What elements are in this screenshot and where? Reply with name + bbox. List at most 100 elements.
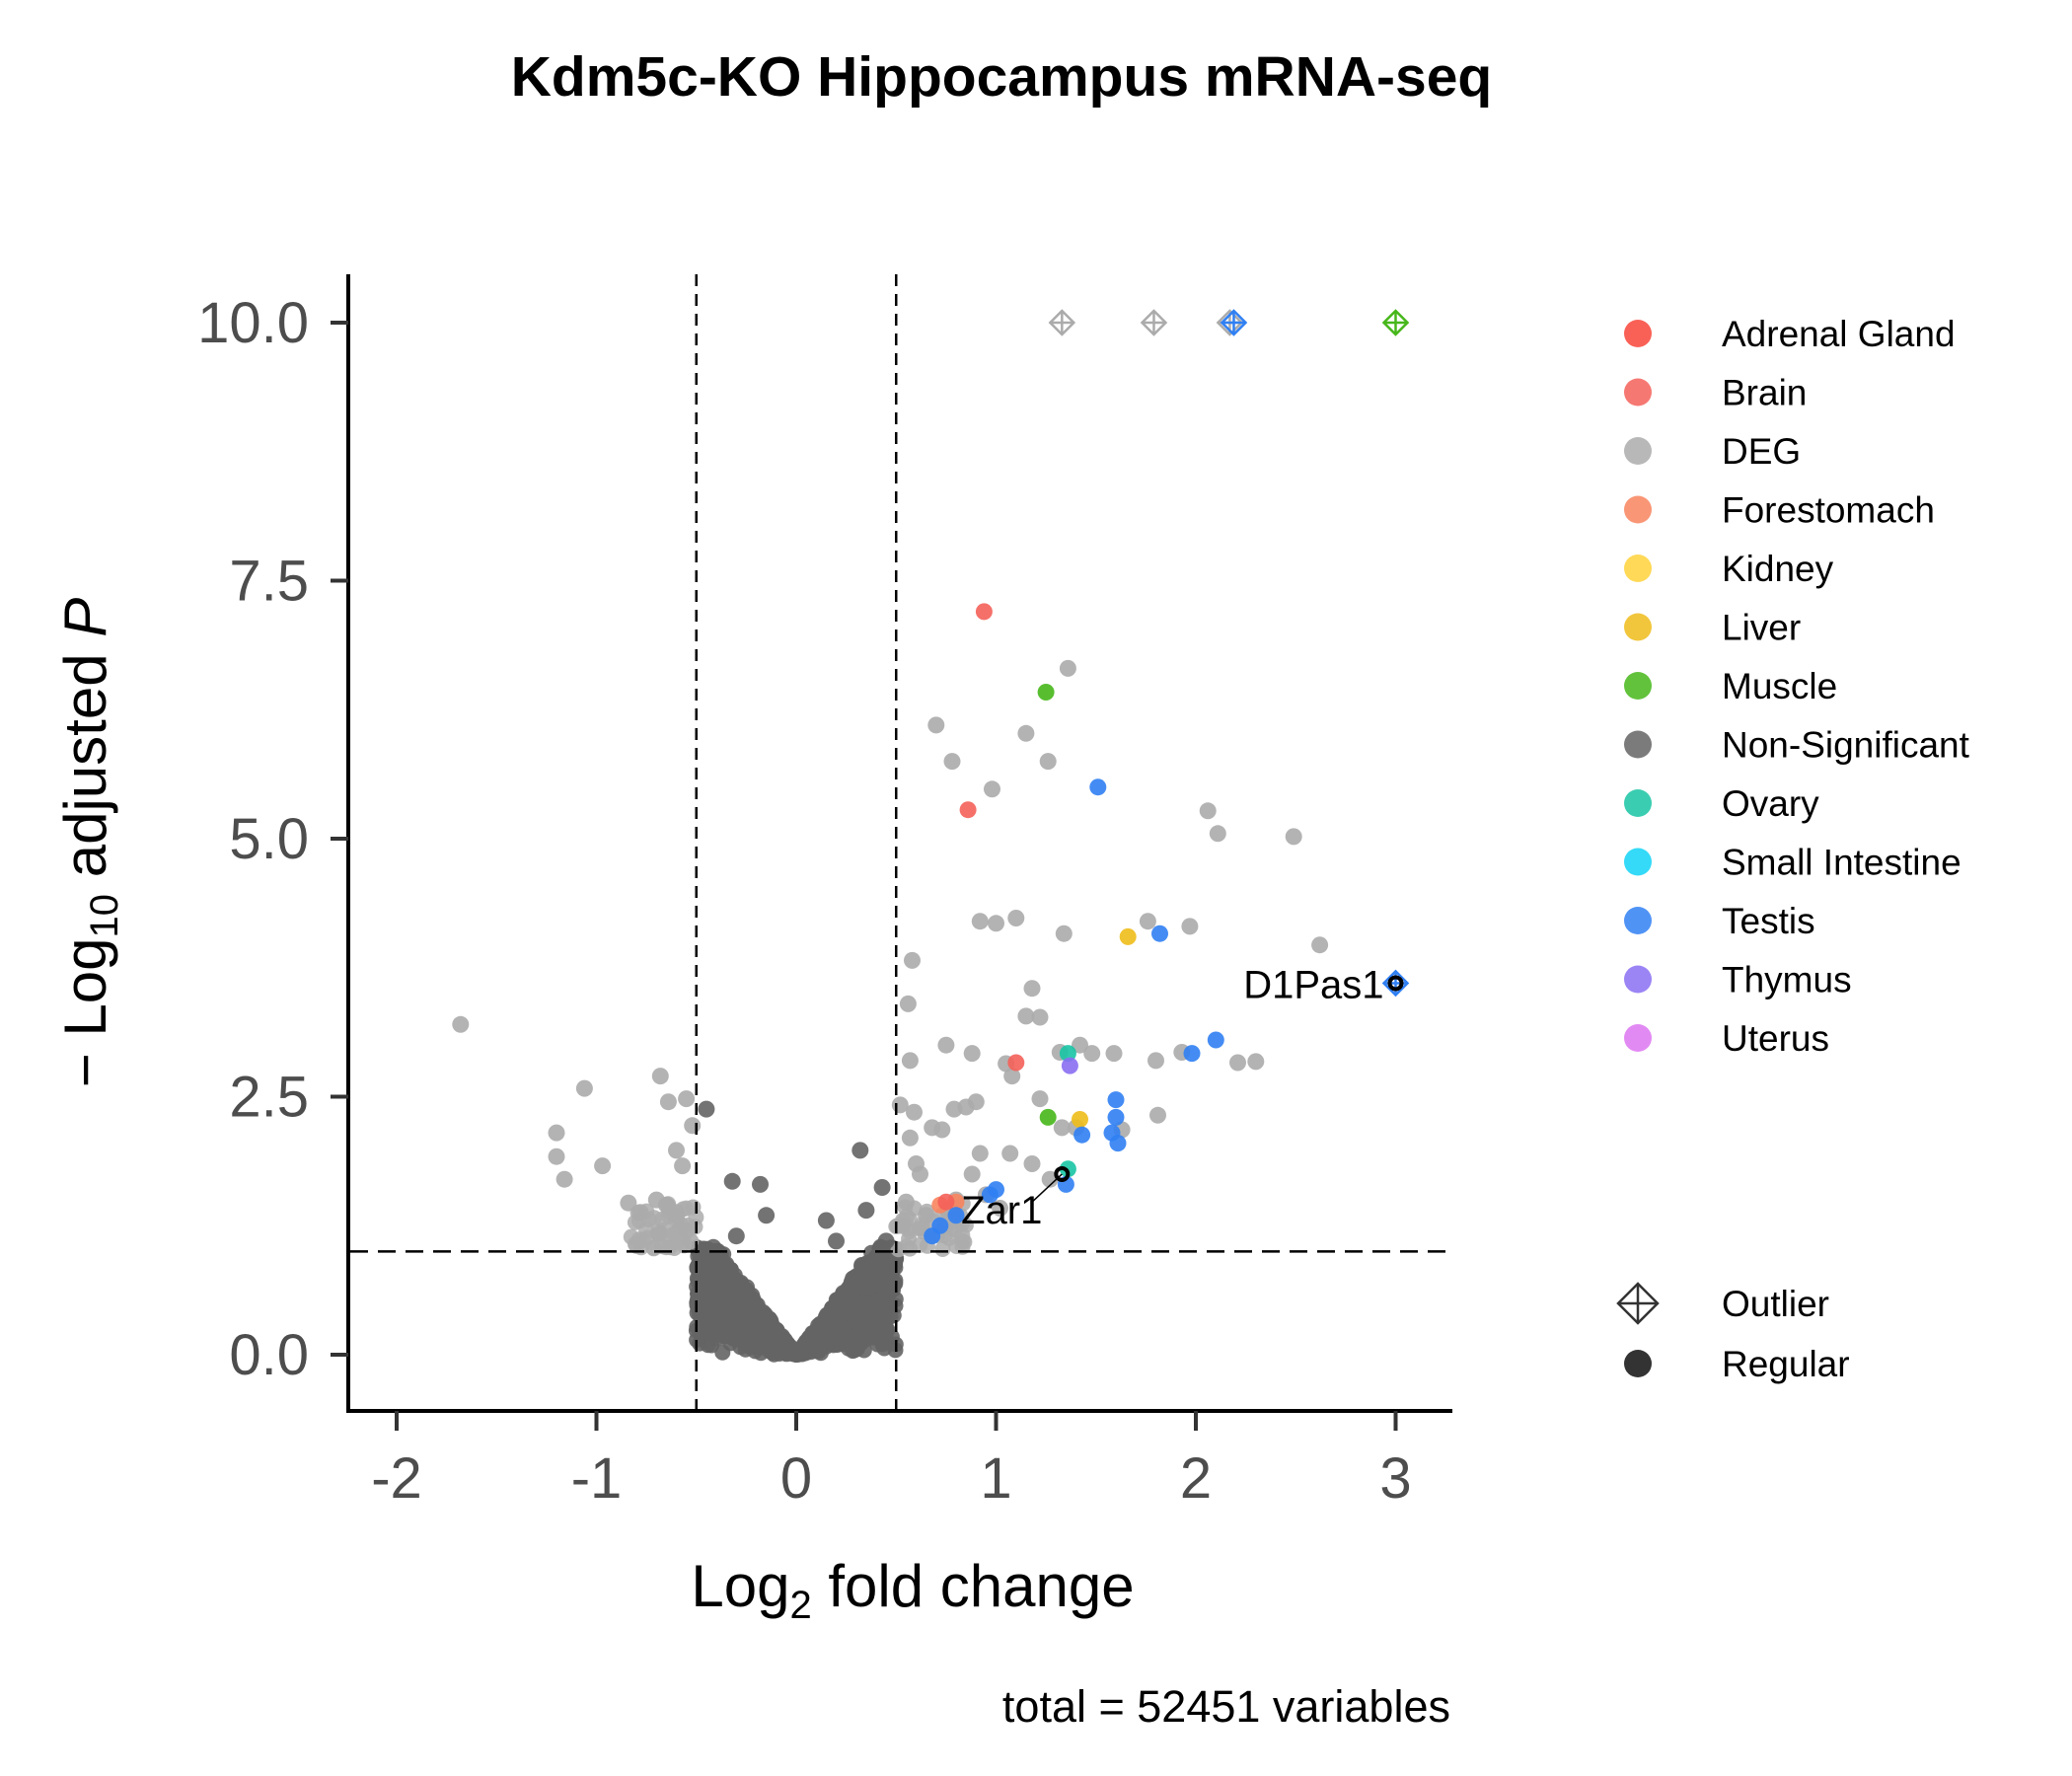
ovary-point (1059, 1045, 1076, 1063)
deg-point (1181, 918, 1199, 935)
outlier-point (1220, 309, 1248, 336)
legend-label: Non-Significant (1722, 725, 1970, 766)
deg-point (1031, 1090, 1049, 1108)
deg-point (452, 1015, 470, 1033)
non-significant-cloud-point (874, 1336, 891, 1353)
non-significant-cloud-point (737, 1341, 754, 1358)
non-significant-cloud-point (825, 1299, 841, 1316)
legend-swatch (1624, 848, 1652, 876)
non-significant-cloud-point (837, 1286, 853, 1302)
legend-label: Liver (1722, 608, 1801, 648)
legend-swatch (1624, 1024, 1652, 1052)
legend-swatch (1624, 672, 1652, 700)
legend-swatch (1624, 320, 1652, 347)
deg-point (1055, 925, 1073, 942)
deg-point (668, 1212, 685, 1229)
deg-point (933, 1121, 951, 1139)
legend-item-non-significant: Non-Significant (1624, 725, 1970, 766)
non-significant-cloud-point (859, 1279, 876, 1295)
shape-legend: Outlier Regular (1616, 1282, 1850, 1384)
deg-point (971, 913, 989, 930)
legend-item-liver: Liver (1624, 608, 1801, 648)
legend-item-deg: DEG (1624, 431, 1801, 472)
threshold-lines (350, 274, 1452, 1411)
legend-swatch (1624, 613, 1652, 641)
non-significant-point (758, 1207, 776, 1224)
deg-point (649, 1224, 667, 1242)
legend-item-muscle: Muscle (1624, 666, 1837, 706)
deg-point (992, 1200, 1008, 1217)
deg-fringe-point (623, 1228, 639, 1245)
non-significant-cloud-point (828, 1330, 845, 1347)
legend-item-uterus: Uterus (1624, 1018, 1829, 1059)
testis-point (1073, 1126, 1091, 1144)
deg-point (1147, 1052, 1164, 1070)
non-significant-cloud-point (690, 1286, 706, 1302)
non-significant-cloud-point (859, 1303, 876, 1320)
y-label-subscript: 10 (83, 894, 126, 938)
deg-point (1229, 1054, 1246, 1072)
deg-point (555, 1170, 573, 1188)
y-tick-label: 5.0 (229, 807, 309, 871)
color-legend: Adrenal Gland Brain DEG Forestomach Kidney Li… (1624, 314, 1970, 1059)
deg-point (1209, 825, 1226, 843)
non-significant-cloud-point (842, 1336, 858, 1353)
deg-point (678, 1090, 696, 1108)
legend-shape-outlier: Outlier (1616, 1282, 1829, 1325)
legend-swatch (1624, 437, 1652, 465)
deg-fringe-point (645, 1240, 662, 1257)
testis-point (1109, 1135, 1127, 1152)
y-tick-label: 10.0 (197, 291, 309, 355)
x-axis-label: Log2 fold change (691, 1553, 1134, 1627)
legend-swatch (1624, 965, 1652, 994)
x-label-rest: fold change (812, 1553, 1135, 1619)
y-axis-ticks: 0.0 2.5 5.0 7.5 10.0 (197, 291, 348, 1387)
deg-point (1247, 1053, 1265, 1071)
deg-point (901, 1052, 919, 1070)
deg-point (1311, 936, 1329, 954)
gene-labels: D1Pas1 Zar1 (961, 963, 1404, 1232)
x-label-base: Log (691, 1553, 789, 1619)
testis-point (1107, 1108, 1125, 1126)
deg-point (927, 716, 945, 734)
non-significant-cloud-point (868, 1293, 885, 1309)
non-significant-point (857, 1202, 875, 1220)
deg-point (682, 1232, 700, 1250)
non-significant-point (851, 1142, 869, 1159)
legend-shape-regular: Regular (1624, 1344, 1850, 1384)
muscle-point (1037, 684, 1055, 701)
non-significant-cloud-point (875, 1305, 892, 1322)
non-significant-point (873, 1179, 891, 1196)
deg-point (897, 1193, 915, 1211)
deg-point (594, 1157, 612, 1175)
deg-point (1083, 1045, 1101, 1063)
non-significant-cloud-point (861, 1259, 878, 1276)
deg-point (668, 1142, 685, 1159)
y-label-mid: adjusted (52, 637, 118, 894)
y-axis-label: − Log10 adjusted P (52, 598, 126, 1088)
deg-point (1003, 1068, 1021, 1085)
x-axis-ticks: -2 -1 0 1 2 3 (371, 1411, 1412, 1511)
deg-point (906, 1103, 923, 1121)
labeled-gene-marker (1387, 975, 1404, 992)
regular-shape-icon (1624, 1350, 1652, 1377)
deg-point (963, 1045, 981, 1063)
deg-point (1017, 1007, 1035, 1025)
liver-point (1119, 927, 1137, 945)
deg-point (1023, 980, 1041, 998)
testis-point (1207, 1031, 1224, 1049)
outlier-point (1140, 309, 1168, 336)
non-significant-cloud-point (781, 1344, 798, 1360)
non-significant-cloud-point (711, 1264, 728, 1281)
deg-point (1017, 724, 1035, 742)
legend-label: Kidney (1722, 549, 1834, 589)
testis-point (1151, 925, 1168, 942)
brain-point (937, 1193, 955, 1211)
legend-label: Ovary (1722, 783, 1819, 824)
legend-shape-label: Outlier (1722, 1284, 1829, 1324)
legend-item-testis: Testis (1624, 901, 1815, 941)
deg-point (971, 1145, 989, 1162)
legend-label: Forestomach (1722, 490, 1935, 531)
non-significant-cloud-point (740, 1310, 757, 1327)
